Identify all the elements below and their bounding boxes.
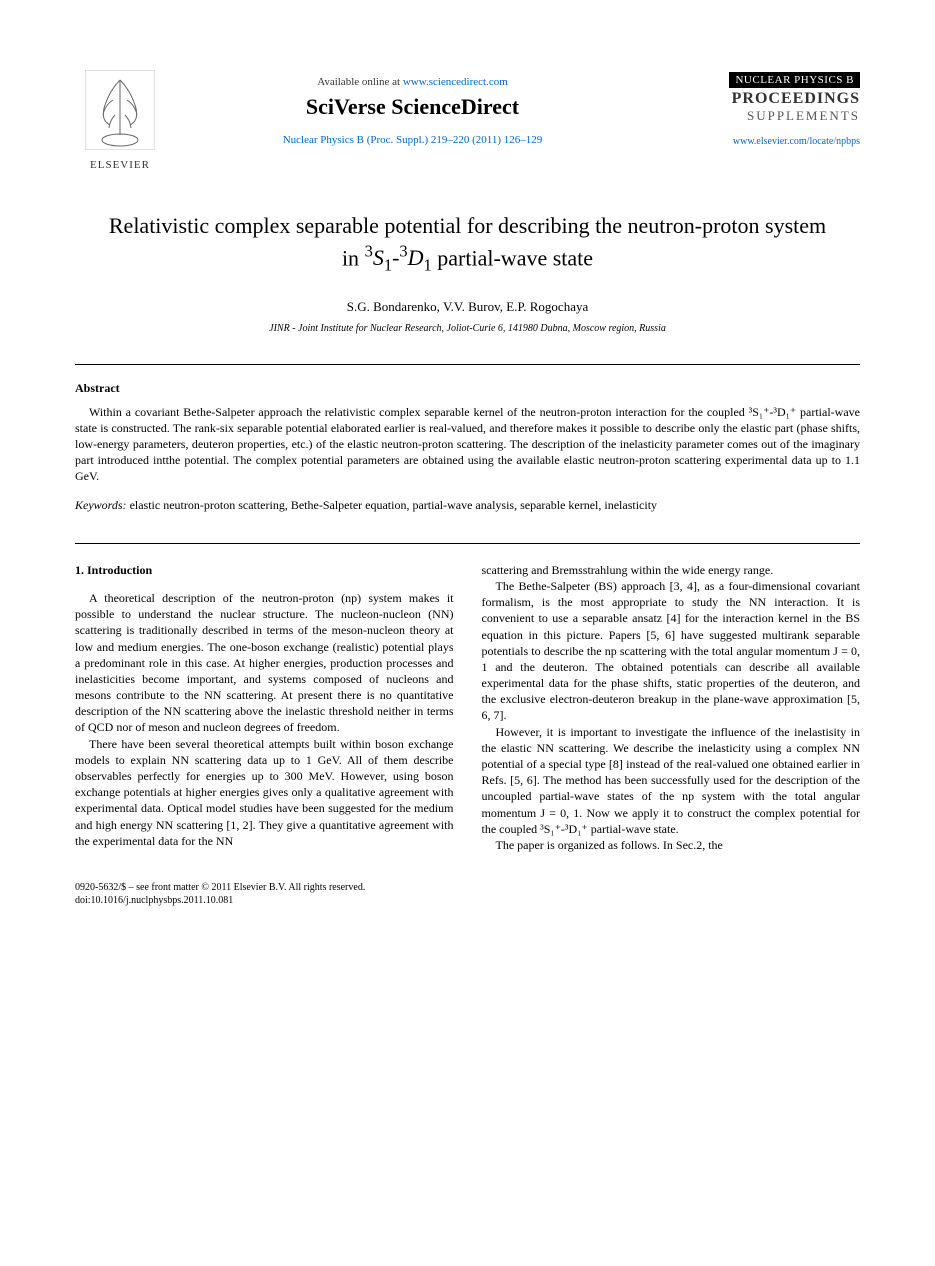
- p-2-1: scattering and Bremsstrahlung within the…: [482, 562, 861, 578]
- authors: S.G. Bondarenko, V.V. Burov, E.P. Rogoch…: [75, 299, 860, 315]
- p-1-2: There have been several theoretical atte…: [75, 736, 454, 849]
- title-state: 3S1-3D1: [365, 245, 432, 270]
- title-line1: Relativistic complex separable potential…: [109, 213, 826, 238]
- sciverse-logo: SciVerse ScienceDirect: [165, 94, 660, 120]
- page-footer: 0920-5632/$ – see front matter © 2011 El…: [75, 881, 860, 907]
- page-header: ELSEVIER Available online at www.science…: [75, 70, 860, 171]
- title-line2-pre: in: [342, 245, 365, 270]
- affiliation: JINR - Joint Institute for Nuclear Resea…: [75, 323, 860, 334]
- header-center: Available online at www.sciencedirect.co…: [165, 70, 660, 146]
- abstract-heading: Abstract: [75, 381, 860, 396]
- locate-url[interactable]: www.elsevier.com/locate/npbps: [660, 136, 860, 147]
- elsevier-tree-icon: [85, 70, 155, 150]
- p-2-2: The Bethe-Salpeter (BS) approach [3, 4],…: [482, 578, 861, 724]
- p-1-1: A theoretical description of the neutron…: [75, 590, 454, 736]
- journal-reference[interactable]: Nuclear Physics B (Proc. Suppl.) 219–220…: [165, 134, 660, 146]
- body-columns: 1. Introduction A theoretical descriptio…: [75, 562, 860, 853]
- proceedings-label: PROCEEDINGS: [660, 90, 860, 108]
- supplements-label: SUPPLEMENTS: [660, 108, 860, 124]
- footer-copyright: 0920-5632/$ – see front matter © 2011 El…: [75, 881, 860, 894]
- keywords-text: elastic neutron-proton scattering, Bethe…: [127, 498, 657, 512]
- section-1-heading: 1. Introduction: [75, 562, 454, 578]
- title-line2-post: partial-wave state: [432, 245, 593, 270]
- available-online: Available online at www.sciencedirect.co…: [165, 76, 660, 88]
- p-2-3: However, it is important to investigate …: [482, 724, 861, 837]
- publisher-logo-block: ELSEVIER: [75, 70, 165, 171]
- available-prefix: Available online at: [317, 76, 403, 88]
- keywords: Keywords: elastic neutron-proton scatter…: [75, 497, 860, 513]
- rule-top: [75, 364, 860, 365]
- rule-bottom: [75, 543, 860, 544]
- publisher-label: ELSEVIER: [75, 159, 165, 171]
- sciencedirect-url[interactable]: www.sciencedirect.com: [403, 76, 508, 88]
- column-left: 1. Introduction A theoretical descriptio…: [75, 562, 454, 853]
- column-right: scattering and Bremsstrahlung within the…: [482, 562, 861, 853]
- footer-doi: doi:10.1016/j.nuclphysbps.2011.10.081: [75, 894, 860, 907]
- sciverse-prefix: SciVerse: [306, 94, 391, 119]
- article-title: Relativistic complex separable potential…: [75, 211, 860, 277]
- sciencedirect-label: ScienceDirect: [391, 94, 519, 119]
- keywords-label: Keywords:: [75, 498, 127, 512]
- p-2-4: The paper is organized as follows. In Se…: [482, 837, 861, 853]
- journal-badge: NUCLEAR PHYSICS B: [729, 72, 860, 88]
- abstract-body: Within a covariant Bethe-Salpeter approa…: [75, 404, 860, 485]
- header-right: NUCLEAR PHYSICS B PROCEEDINGS SUPPLEMENT…: [660, 70, 860, 147]
